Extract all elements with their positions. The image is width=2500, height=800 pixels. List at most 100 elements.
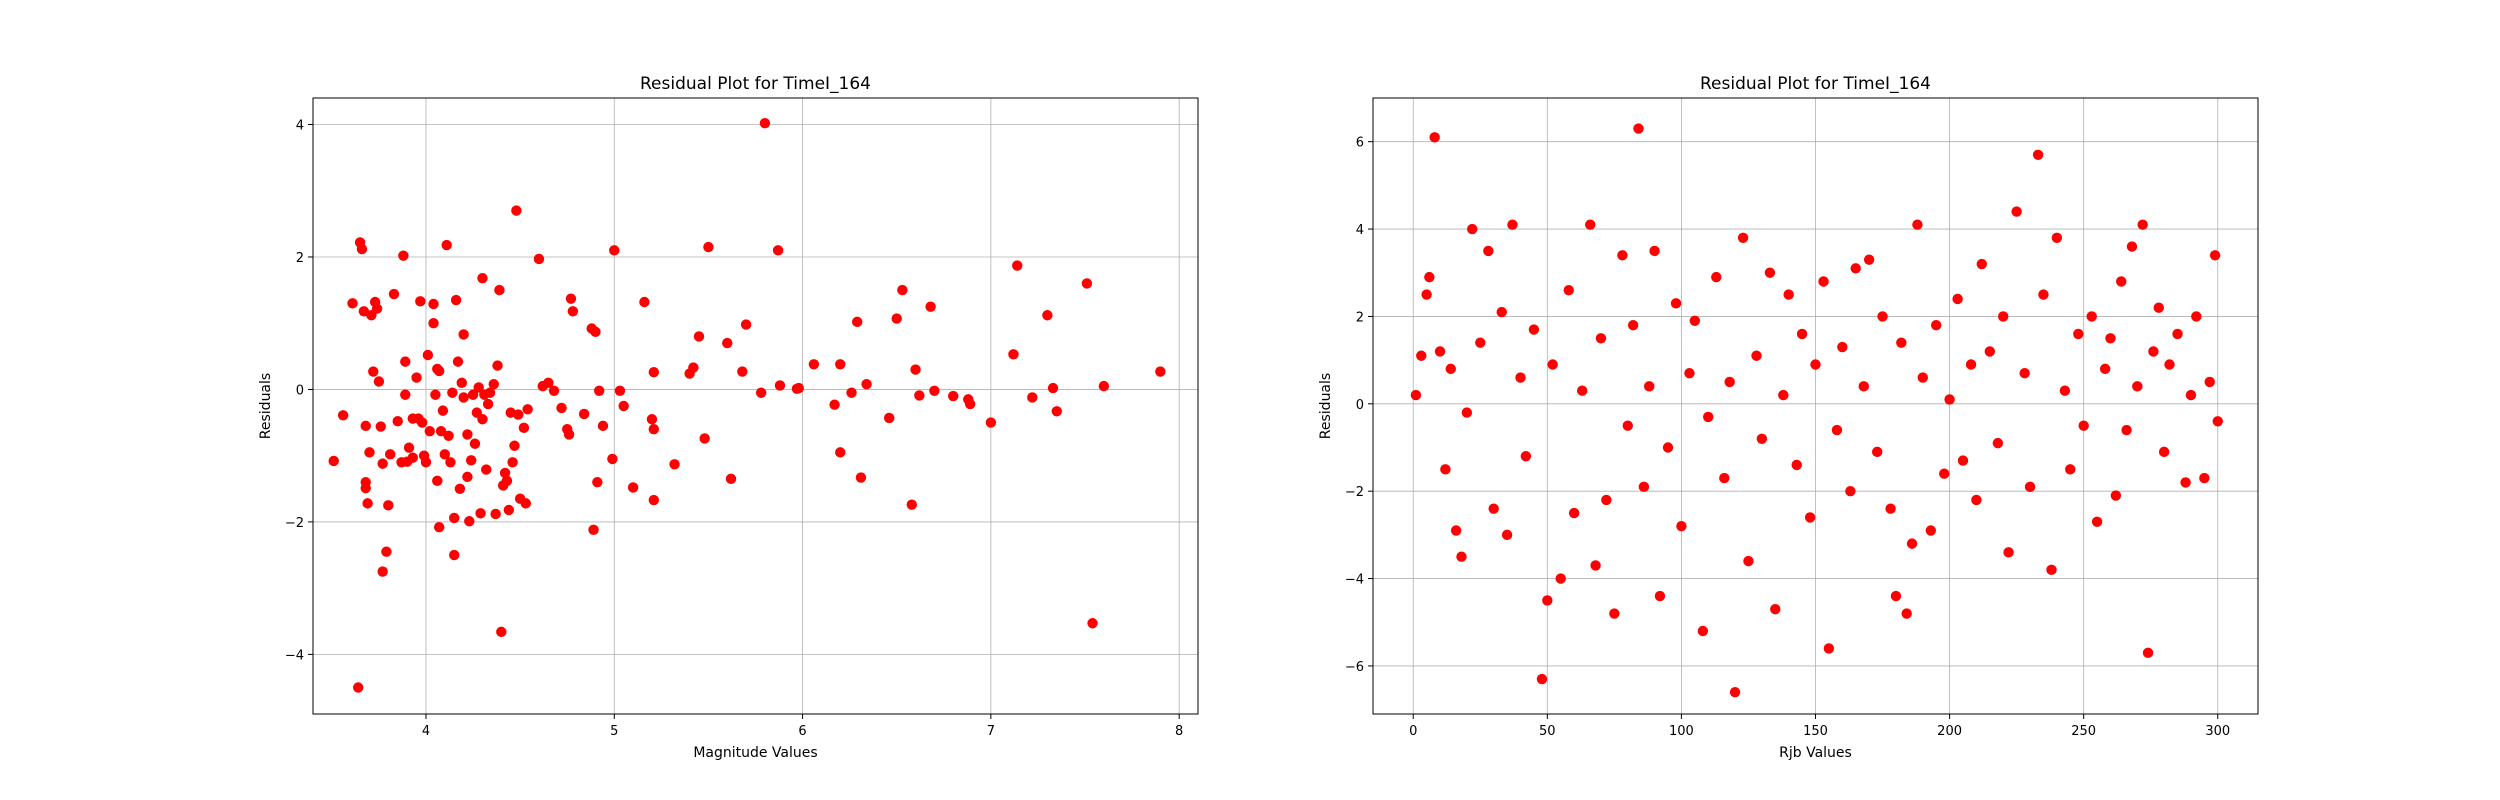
chart-0-point-20 (381, 546, 392, 557)
chart-0-point-71 (475, 508, 486, 519)
chart-0-point-17 (375, 421, 386, 432)
chart-1-point-69 (1850, 263, 1861, 274)
chart-1-point-15 (1496, 306, 1507, 318)
chart-0-point-118 (646, 414, 658, 425)
chart-0-point-95 (522, 404, 533, 415)
chart-0-point-102 (563, 429, 575, 440)
chart-0-point-30 (403, 442, 415, 453)
chart-0-x-tick-label-4: 8 (1175, 724, 1183, 739)
chart-1-point-49 (1719, 472, 1730, 484)
chart-1-point-60 (1791, 459, 1802, 471)
chart-1-y-tick-label-6: 6 (1356, 136, 1364, 151)
chart-1-point-33 (1617, 250, 1628, 261)
chart-0-point-161 (1042, 310, 1053, 321)
chart-0-point-84 (499, 467, 511, 479)
chart-0-point-33 (411, 372, 422, 383)
chart-1-point-50 (1724, 376, 1735, 388)
chart-1-point-20 (1528, 324, 1540, 335)
chart-0-point-117 (639, 296, 650, 308)
chart-0-point-64 (462, 429, 473, 440)
chart-1-point-61 (1796, 328, 1808, 340)
chart-1-point-43 (1676, 520, 1687, 532)
chart-0-point-153 (929, 385, 940, 396)
chart-1-x-tick-label-1: 50 (1539, 724, 1556, 739)
chart-1-point-59 (1783, 289, 1794, 300)
chart-0-point-51 (441, 239, 452, 251)
chart-0-point-82 (496, 626, 507, 638)
chart-0-point-122 (669, 459, 680, 470)
chart-1-point-119 (2164, 359, 2175, 370)
chart-0-point-11 (364, 447, 375, 458)
chart-0-point-141 (835, 447, 846, 458)
chart-1-point-67 (1837, 341, 1848, 353)
chart-0-point-108 (590, 326, 601, 338)
chart-1-point-89 (1976, 258, 1987, 270)
chart-1-point-42 (1670, 298, 1682, 309)
chart-0-point-135 (774, 380, 786, 391)
chart-0-point-164 (1081, 278, 1093, 289)
chart-0-point-115 (618, 400, 629, 412)
chart-0-point-3 (352, 682, 364, 693)
chart-1-point-109 (2110, 490, 2122, 501)
chart-0-point-78 (488, 378, 499, 390)
chart-0-point-23 (388, 288, 400, 300)
chart-0-point-21 (383, 500, 394, 511)
chart-1-point-66 (1831, 424, 1843, 436)
chart-0-point-140 (835, 359, 846, 370)
chart-0-point-48 (435, 425, 447, 437)
chart-0-point-61 (458, 392, 469, 403)
chart-1-point-46 (1697, 625, 1709, 637)
chart-0-point-60 (456, 377, 467, 389)
chart-0-point-42 (428, 298, 439, 310)
chart-1-point-44 (1684, 368, 1695, 379)
chart-0-point-32 (407, 452, 418, 463)
chart-1-point-100 (2051, 232, 2063, 244)
chart-0-point-79 (490, 508, 501, 520)
chart-0-point-167 (1155, 366, 1166, 377)
chart-1-point-11 (1467, 223, 1478, 235)
chart-1-point-19 (1520, 451, 1532, 462)
chart-0-point-9 (360, 482, 371, 494)
chart-0-point-152 (925, 301, 936, 312)
chart-0-point-103 (565, 293, 577, 304)
chart-1-point-52 (1737, 232, 1749, 244)
chart-0-point-22 (385, 449, 396, 460)
chart-0-point-132 (755, 387, 767, 398)
chart-1-point-82 (1930, 319, 1942, 331)
chart-0-point-149 (906, 499, 917, 510)
chart-1-point-118 (2158, 446, 2170, 458)
chart-1-point-92 (1998, 311, 2009, 322)
chart-0-point-85 (501, 475, 513, 487)
chart-0-point-100 (556, 402, 567, 414)
chart-0-point-99 (548, 385, 560, 396)
chart-0-point-40 (424, 425, 435, 437)
chart-1-x-tick-label-0: 0 (1409, 724, 1417, 739)
chart-1-point-6 (1440, 464, 1451, 475)
chart-0-point-154 (948, 390, 959, 402)
chart-0-point-158 (1008, 349, 1019, 360)
chart-1-point-115 (2142, 647, 2154, 659)
chart-1-point-80 (1917, 372, 1928, 383)
chart-1-point-48 (1711, 271, 1722, 283)
chart-1-point-96 (2024, 481, 2036, 493)
chart-1-title: Residual Plot for TimeI_164 (1700, 74, 1931, 94)
chart-0-point-76 (482, 398, 494, 410)
chart-0-point-139 (829, 399, 840, 410)
chart-1-x-tick-label-5: 250 (2071, 724, 2096, 739)
chart-1-point-72 (1871, 446, 1883, 458)
chart-1-point-87 (1965, 359, 1977, 370)
chart-0-point-75 (481, 464, 492, 475)
chart-0-point-120 (648, 423, 660, 435)
chart-0-point-143 (851, 316, 863, 328)
chart-0-point-163 (1051, 406, 1062, 417)
chart-0-point-89 (509, 440, 520, 451)
chart-1-point-2 (1421, 289, 1432, 300)
chart-0-point-36 (417, 417, 428, 428)
chart-1-point-111 (2121, 424, 2132, 436)
chart-1-x-tick-label-6: 300 (2205, 724, 2230, 739)
chart-0-point-0 (328, 455, 339, 467)
chart-1-point-34 (1622, 420, 1633, 431)
chart-1-point-45 (1689, 315, 1701, 327)
chart-1-point-57 (1770, 603, 1781, 615)
chart-1-point-26 (1568, 507, 1580, 519)
